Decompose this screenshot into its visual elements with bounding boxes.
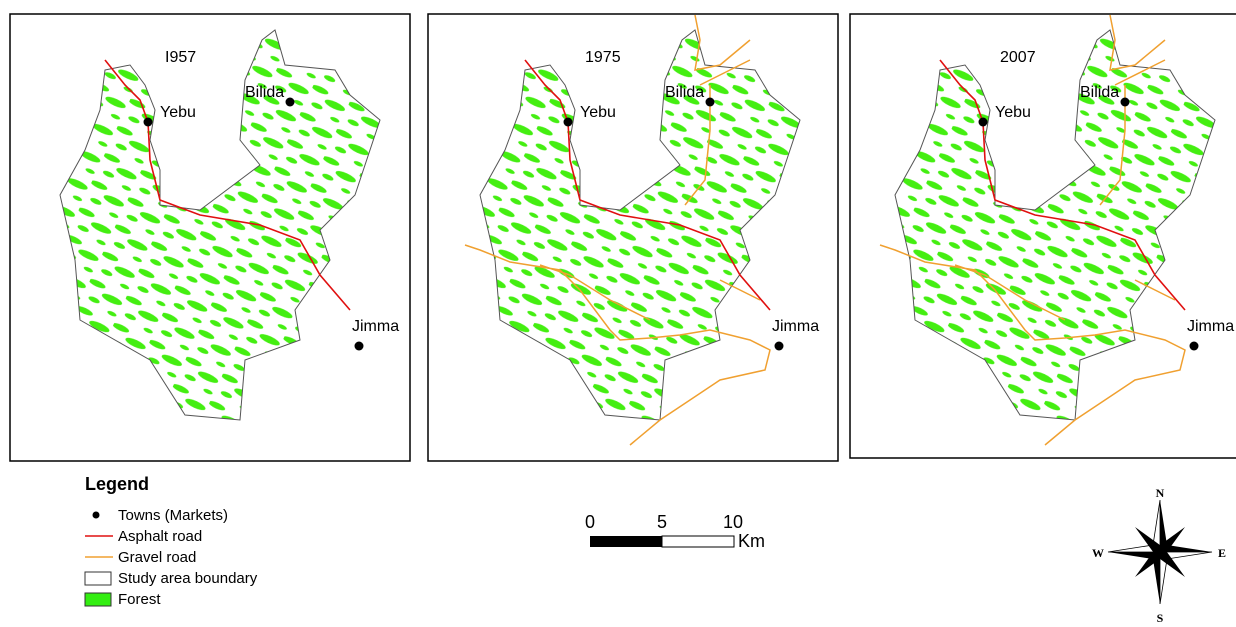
town-label: Jimma [772,318,819,335]
compass: N S E W [1092,486,1226,625]
town-marker [564,118,573,127]
panel-title: 2007 [1000,49,1036,66]
scale-label: 0 [585,512,595,532]
town-marker [706,98,715,107]
scale-bar: 0 5 10 Km [585,512,765,551]
town-marker [144,118,153,127]
legend-title: Legend [85,474,149,494]
panel-title: 1975 [585,49,621,66]
compass-north: N [1156,486,1165,500]
compass-east: E [1218,546,1226,560]
town-label: Jimma [1187,318,1234,335]
map-panel: 2007 Yebu Bilida Jimma [850,14,1236,458]
town-marker [979,118,988,127]
town-marker [775,342,784,351]
scale-segment [662,536,734,547]
legend-forest-symbol [85,593,111,606]
town-label: Bilida [1080,84,1119,101]
legend-boundary-symbol [85,572,111,585]
scale-label: 10 [723,512,743,532]
town-marker [1190,342,1199,351]
legend-item: Gravel road [118,549,196,566]
town-label: Yebu [995,104,1031,121]
legend: Legend Towns (Markets) Asphalt road Grav… [85,474,258,608]
town-marker [286,98,295,107]
town-marker [1121,98,1130,107]
town-label: Bilida [665,84,704,101]
figure: I957YebuBilidaJimma1975YebuBilidaJimma20… [0,0,1236,627]
town-label: Yebu [160,104,196,121]
panels: I957YebuBilidaJimma1975YebuBilidaJimma20… [10,14,1236,461]
town-label: Bilida [245,84,284,101]
town-marker [355,342,364,351]
legend-item: Towns (Markets) [118,507,228,524]
scale-unit: Km [738,531,765,551]
legend-town-symbol [93,512,100,519]
scale-segment [590,536,662,547]
scale-label: 5 [657,512,667,532]
legend-item: Forest [118,591,161,608]
compass-south: S [1157,611,1164,625]
legend-item: Study area boundary [118,570,258,587]
legend-item: Asphalt road [118,528,202,545]
map-panel: I957 Yebu Bilida Jimma [10,14,410,461]
map-panel: 1975 Yebu Bilida Jimma [428,14,838,461]
town-label: Jimma [352,318,399,335]
compass-west: W [1092,546,1104,560]
town-label: Yebu [580,104,616,121]
panel-title: I957 [165,49,196,66]
